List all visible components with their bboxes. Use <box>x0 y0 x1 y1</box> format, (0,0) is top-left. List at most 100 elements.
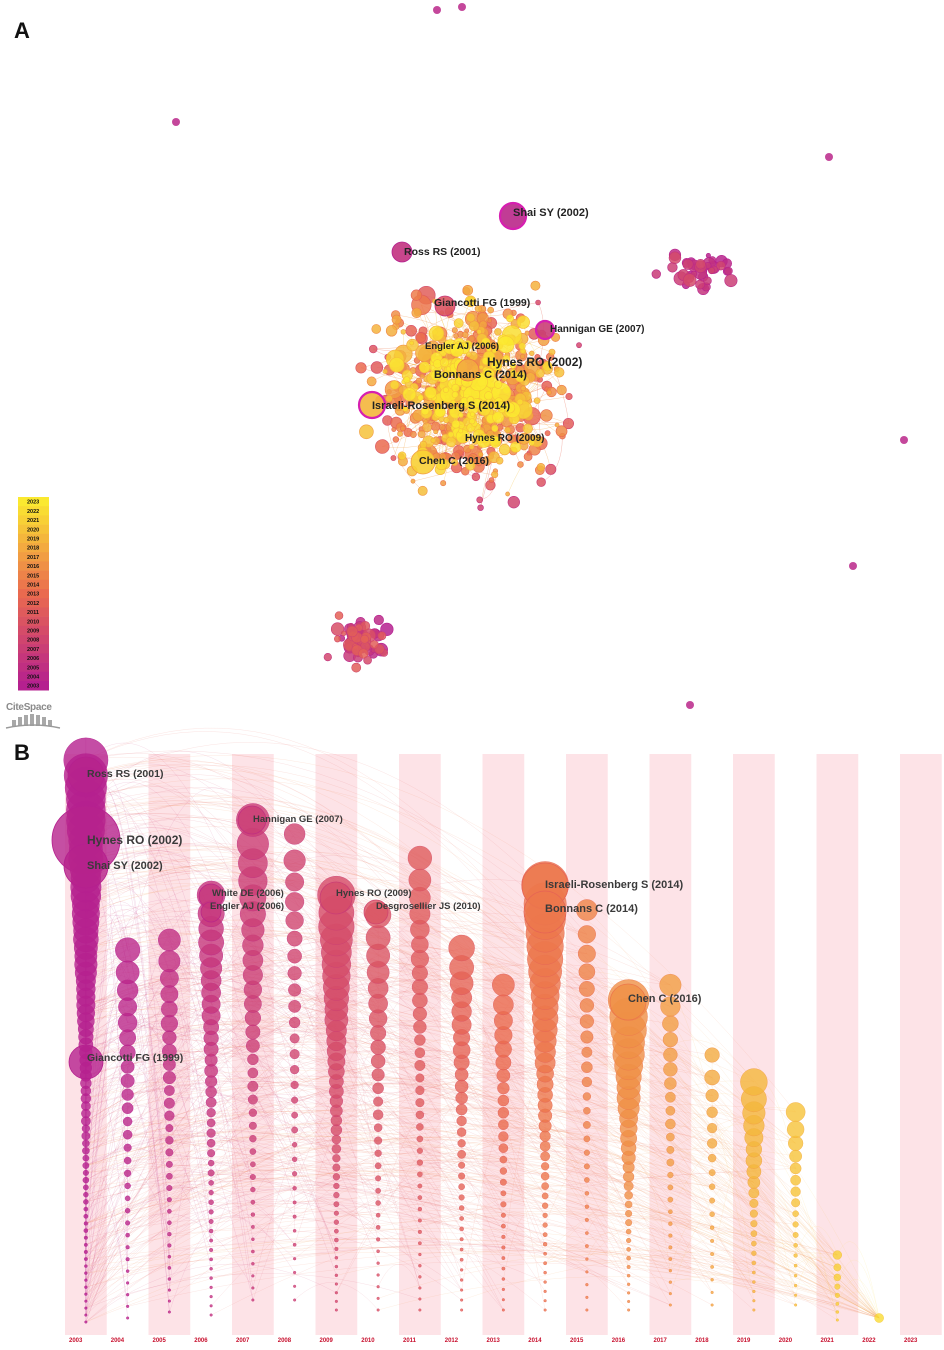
network-node <box>417 394 424 401</box>
network-node <box>490 363 497 370</box>
timeline-edge <box>586 1213 713 1280</box>
network-node <box>498 443 511 456</box>
timeline-edge <box>85 1111 796 1296</box>
legend-year-label: 2012 <box>27 601 39 607</box>
timeline-node <box>251 1298 255 1302</box>
timeline-node <box>578 981 595 997</box>
timeline-node <box>167 1243 172 1248</box>
timeline-node <box>790 1174 801 1186</box>
timeline-edge <box>85 1140 504 1311</box>
timeline-node <box>164 1085 175 1096</box>
legend-year-label: 2022 <box>27 509 39 515</box>
timeline-edge <box>85 1189 629 1294</box>
timeline-nodes <box>51 737 884 1324</box>
timeline-node <box>250 1212 256 1217</box>
timeline-node <box>167 1310 171 1314</box>
timeline-node <box>458 1205 465 1211</box>
timeline-node <box>832 1250 843 1260</box>
timeline-node <box>82 1147 90 1155</box>
timeline-node <box>124 1195 131 1202</box>
timeline-edge <box>85 1048 546 1210</box>
timeline-edge <box>753 1242 880 1319</box>
timeline-edge <box>378 1159 504 1194</box>
timeline-node <box>123 1156 132 1165</box>
network-node <box>465 351 472 358</box>
network-node <box>323 653 332 662</box>
timeline-node <box>709 1197 716 1204</box>
timeline-edge <box>85 742 588 935</box>
legend-swatch <box>18 570 49 581</box>
timeline-node <box>334 1308 338 1312</box>
timeline-edge <box>837 1241 880 1319</box>
timeline-edge <box>85 1105 212 1174</box>
timeline-node <box>752 1289 756 1294</box>
timeline-edge <box>85 750 546 905</box>
network-node <box>409 340 415 346</box>
timeline-node <box>209 1267 213 1271</box>
timeline-node <box>333 1182 340 1190</box>
timeline-node <box>794 1303 798 1307</box>
timeline-node <box>167 1220 172 1226</box>
year-band <box>816 754 859 1335</box>
timeline-edge <box>169 978 212 1241</box>
timeline-node <box>376 1261 380 1265</box>
timeline-node <box>710 1303 714 1307</box>
timeline-edge <box>419 1214 629 1311</box>
network-node <box>391 314 402 325</box>
timeline-node <box>665 1105 676 1116</box>
timeline-node <box>81 1131 91 1141</box>
timeline-node <box>704 1069 720 1086</box>
timeline-node <box>418 1286 422 1290</box>
timeline-node <box>789 1149 802 1163</box>
timeline-node <box>499 1167 508 1175</box>
timeline-node <box>334 1264 339 1269</box>
timeline-node <box>205 1097 217 1108</box>
timeline-edge <box>85 845 880 1319</box>
timeline-node <box>418 1275 422 1279</box>
timeline-edge <box>670 1039 880 1319</box>
timeline-node <box>835 1318 839 1322</box>
timeline-node <box>292 1186 297 1191</box>
timeline-node <box>414 1047 426 1058</box>
year-tick-label: 2022 <box>862 1338 876 1344</box>
network-node <box>506 314 514 323</box>
network-node <box>360 634 370 644</box>
network-node <box>355 362 367 374</box>
timeline-node <box>209 1285 213 1289</box>
timeline-edge <box>85 1082 462 1291</box>
network-node <box>517 461 524 468</box>
timeline-edge <box>85 1131 880 1319</box>
network-node <box>520 385 527 392</box>
timeline-edge <box>336 1030 462 1281</box>
legend-swatch <box>18 579 49 590</box>
timeline-node <box>751 1250 757 1256</box>
panel-a-letter: A <box>14 18 30 43</box>
timeline-edge <box>670 984 755 1301</box>
timeline-node <box>710 1278 714 1282</box>
timeline-node <box>167 1208 172 1214</box>
timeline-edge <box>85 1247 880 1319</box>
timeline-node <box>125 1220 131 1226</box>
network-node <box>667 262 678 273</box>
timeline-node <box>458 1161 466 1169</box>
timeline-edge <box>85 1139 546 1274</box>
timeline-edge <box>127 1173 546 1254</box>
network-node <box>495 456 504 465</box>
network-node <box>369 640 379 649</box>
timeline-edge <box>85 852 462 1075</box>
timeline-edge <box>503 1211 546 1280</box>
year-color-legend: 2023 2022 2021 2020 2019 2018 2017 2016 2015 2014… <box>18 497 49 691</box>
timeline-edge <box>169 1081 212 1291</box>
timeline-node <box>412 992 428 1009</box>
timeline-node <box>288 1000 301 1013</box>
timeline-edge <box>85 910 295 1144</box>
timeline-edge <box>85 1201 629 1276</box>
network-node <box>716 260 726 271</box>
timeline-node <box>374 1149 382 1157</box>
timeline-node <box>84 1292 88 1296</box>
key-node <box>357 390 387 420</box>
timeline-node <box>83 1213 89 1219</box>
label-b-hannigan: Hannigan GE (2007) <box>253 814 343 825</box>
timeline-node <box>750 1220 758 1228</box>
